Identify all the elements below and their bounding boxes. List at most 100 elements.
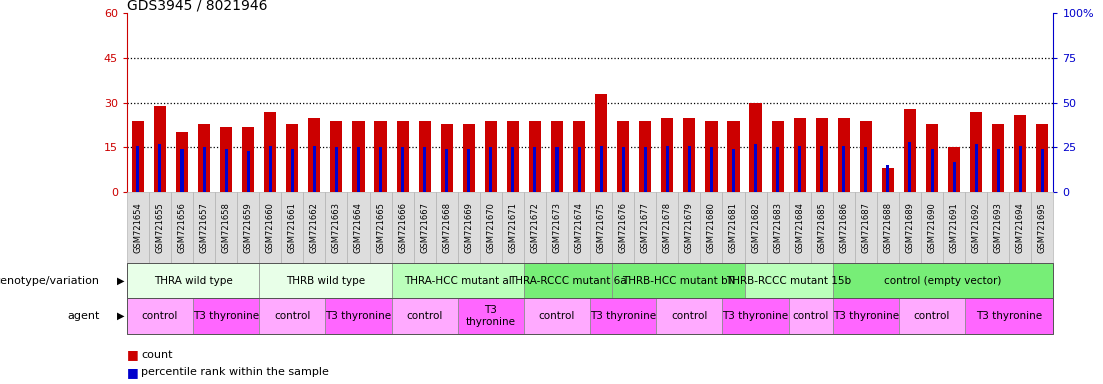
Bar [622, 147, 624, 192]
Bar [313, 146, 315, 192]
Bar [794, 118, 805, 192]
Text: GSM721660: GSM721660 [266, 202, 275, 253]
Bar [556, 147, 558, 192]
Bar [754, 144, 757, 192]
FancyBboxPatch shape [259, 192, 281, 263]
Text: GSM721654: GSM721654 [133, 202, 142, 253]
FancyBboxPatch shape [392, 192, 414, 263]
Text: GSM721682: GSM721682 [751, 202, 760, 253]
Text: ▶: ▶ [117, 311, 124, 321]
Bar [666, 146, 668, 192]
Text: THRA wild type: THRA wild type [153, 276, 233, 286]
Text: GSM721680: GSM721680 [707, 202, 716, 253]
Text: GSM721657: GSM721657 [200, 202, 208, 253]
Bar [860, 121, 871, 192]
Text: GSM721687: GSM721687 [861, 202, 870, 253]
Text: GSM721695: GSM721695 [1038, 202, 1047, 253]
Text: GSM721692: GSM721692 [972, 202, 981, 253]
FancyBboxPatch shape [502, 192, 524, 263]
FancyBboxPatch shape [987, 192, 1009, 263]
Text: GSM721678: GSM721678 [663, 202, 672, 253]
Bar [816, 118, 827, 192]
Bar [353, 121, 364, 192]
Text: GSM721671: GSM721671 [508, 202, 517, 253]
Bar [424, 147, 426, 192]
Text: THRB wild type: THRB wild type [286, 276, 365, 286]
FancyBboxPatch shape [149, 192, 171, 263]
FancyBboxPatch shape [634, 192, 656, 263]
Bar [159, 144, 161, 192]
Text: GSM721665: GSM721665 [376, 202, 385, 253]
Bar [843, 146, 845, 192]
Bar [882, 168, 893, 192]
FancyBboxPatch shape [943, 192, 965, 263]
FancyBboxPatch shape [612, 192, 634, 263]
Text: GSM721675: GSM721675 [597, 202, 606, 253]
Text: GSM721661: GSM721661 [288, 202, 297, 253]
Text: GDS3945 / 8021946: GDS3945 / 8021946 [127, 0, 267, 12]
FancyBboxPatch shape [480, 192, 502, 263]
Text: T3 thyronine: T3 thyronine [325, 311, 392, 321]
Bar [507, 121, 518, 192]
FancyBboxPatch shape [414, 192, 436, 263]
Text: GSM721670: GSM721670 [486, 202, 495, 253]
Bar [137, 146, 139, 192]
Text: T3 thyronine: T3 thyronine [976, 311, 1042, 321]
Bar [904, 109, 915, 192]
Text: T3
thyronine: T3 thyronine [465, 305, 516, 327]
FancyBboxPatch shape [899, 192, 921, 263]
Bar [887, 165, 889, 192]
Bar [401, 147, 404, 192]
FancyBboxPatch shape [700, 192, 722, 263]
Bar [243, 127, 254, 192]
Bar [132, 121, 143, 192]
Text: percentile rank within the sample: percentile rank within the sample [141, 367, 329, 377]
Bar [931, 149, 933, 192]
Bar [269, 146, 271, 192]
Text: T3 thyronine: T3 thyronine [193, 311, 259, 321]
Bar [219, 127, 232, 192]
Bar [772, 121, 783, 192]
Text: GSM721672: GSM721672 [531, 202, 539, 253]
FancyBboxPatch shape [921, 192, 943, 263]
Text: ■: ■ [127, 348, 139, 361]
FancyBboxPatch shape [1031, 192, 1053, 263]
Text: GSM721666: GSM721666 [398, 202, 407, 253]
FancyBboxPatch shape [656, 192, 678, 263]
Text: control: control [672, 311, 707, 321]
Bar [821, 146, 823, 192]
Bar [291, 149, 293, 192]
Text: GSM721656: GSM721656 [178, 202, 186, 253]
Bar [710, 147, 713, 192]
Text: control: control [914, 311, 950, 321]
FancyBboxPatch shape [745, 192, 767, 263]
FancyBboxPatch shape [325, 192, 347, 263]
FancyBboxPatch shape [789, 192, 811, 263]
Text: GSM721686: GSM721686 [839, 202, 848, 253]
Text: GSM721655: GSM721655 [156, 202, 164, 253]
Text: T3 thyronine: T3 thyronine [590, 311, 656, 321]
Text: GSM721673: GSM721673 [553, 202, 561, 253]
Text: GSM721664: GSM721664 [354, 202, 363, 253]
FancyBboxPatch shape [568, 192, 590, 263]
FancyBboxPatch shape [722, 192, 745, 263]
Bar [396, 121, 408, 192]
FancyBboxPatch shape [370, 192, 392, 263]
Text: T3 thyronine: T3 thyronine [833, 311, 899, 321]
Bar [418, 121, 430, 192]
Text: THRB-RCCC mutant 15b: THRB-RCCC mutant 15b [726, 276, 852, 286]
Text: GSM721674: GSM721674 [575, 202, 583, 253]
Bar [550, 121, 563, 192]
Bar [640, 121, 651, 192]
Bar [1041, 149, 1043, 192]
Bar [662, 118, 673, 192]
Bar [529, 121, 542, 192]
FancyBboxPatch shape [1009, 192, 1031, 263]
Bar [838, 118, 849, 192]
Bar [600, 146, 602, 192]
FancyBboxPatch shape [281, 192, 303, 263]
Text: control: control [407, 311, 442, 321]
FancyBboxPatch shape [811, 192, 833, 263]
Bar [1019, 146, 1021, 192]
Bar [484, 121, 496, 192]
